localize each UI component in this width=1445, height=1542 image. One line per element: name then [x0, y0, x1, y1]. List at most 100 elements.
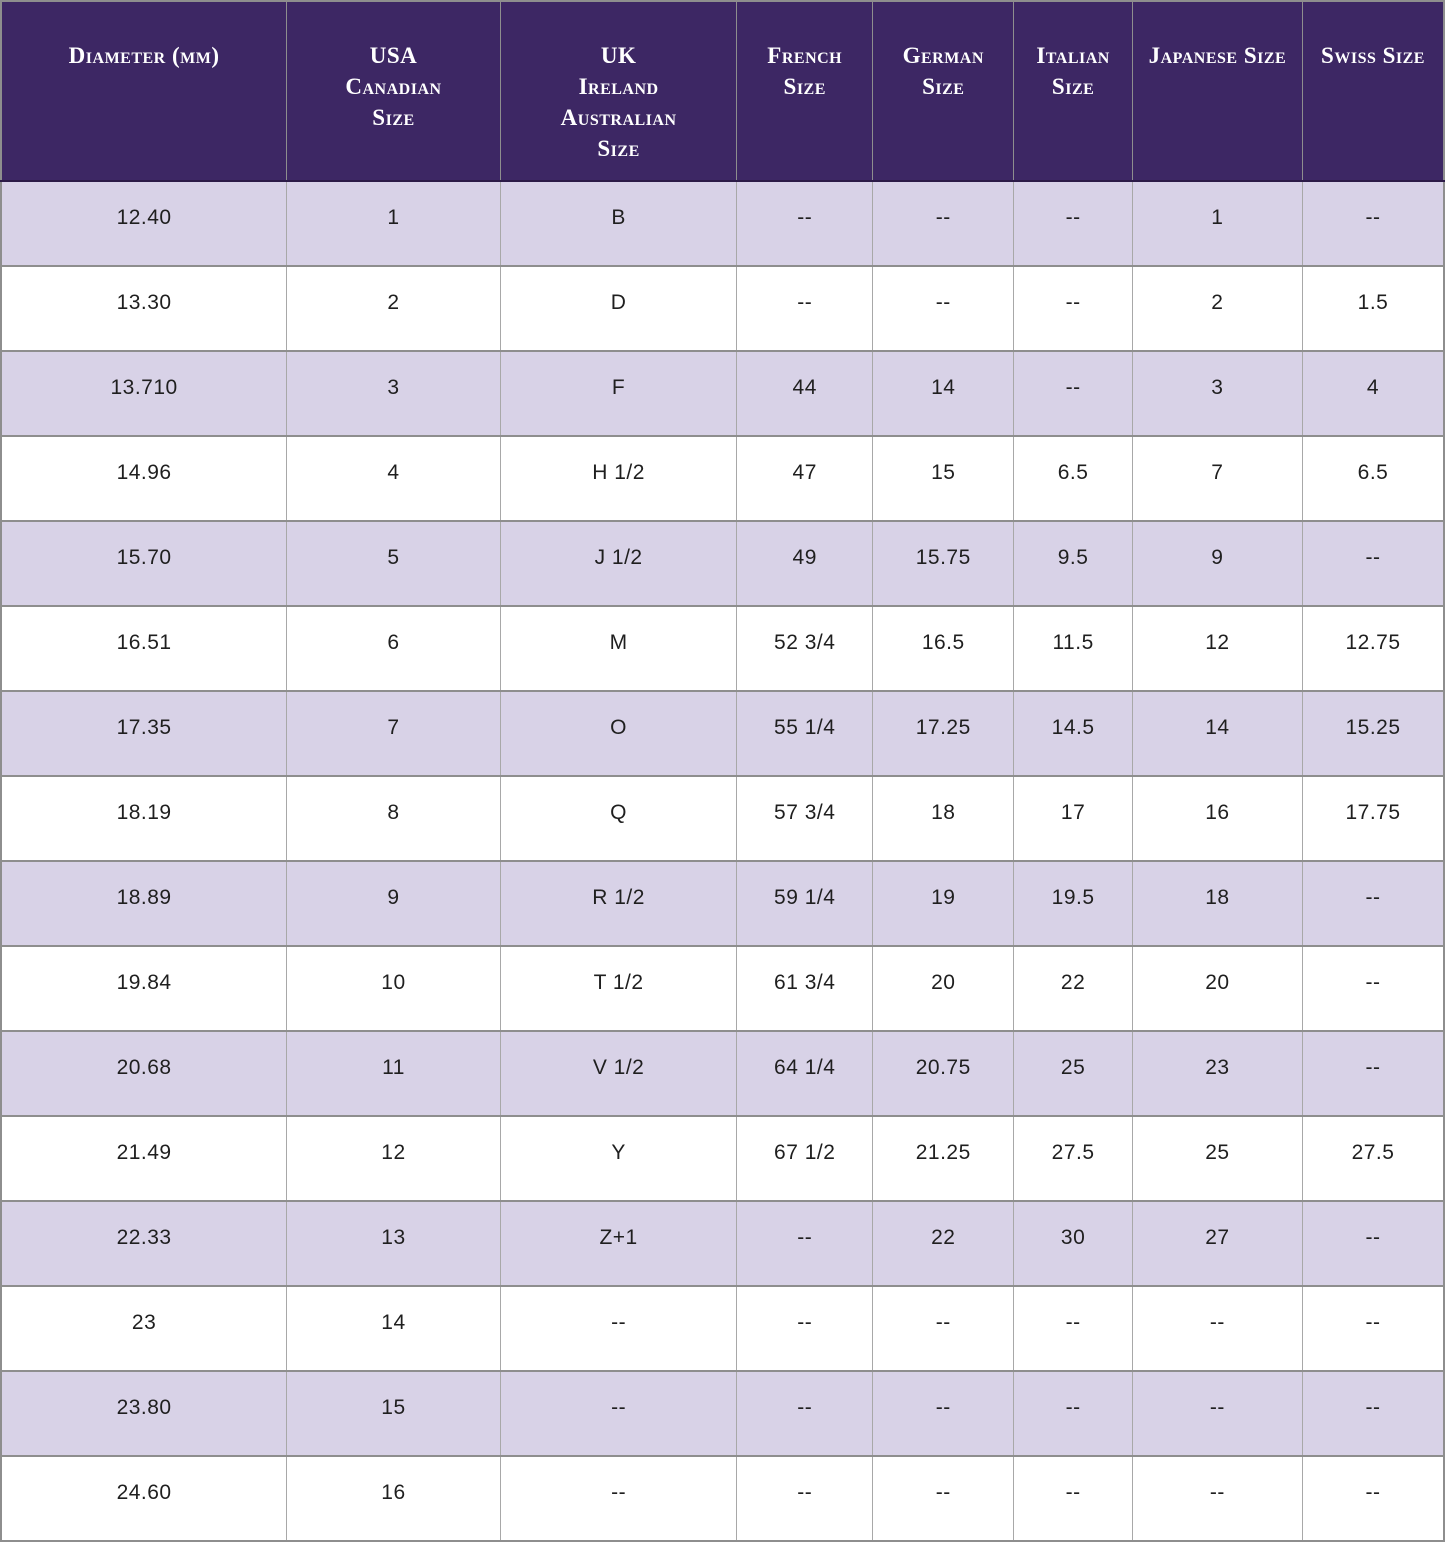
table-row: 19.84 10 T 1/2 61 3/4 20 22 20 --: [0, 945, 1445, 1032]
cell-swiss-size: 1.5: [1302, 265, 1445, 352]
table-row: 16.51 6 M 52 3/4 16.5 11.5 12 12.75: [0, 605, 1445, 692]
cell-german-size: 17.25: [872, 690, 1015, 777]
column-header-uk-ireland-australian-size: UK Ireland Australian Size: [499, 1, 738, 182]
cell-italian-size: 9.5: [1013, 520, 1133, 607]
cell-french-size: 59 1/4: [736, 860, 874, 947]
cell-japanese-size: --: [1131, 1455, 1304, 1542]
cell-german-size: 19: [872, 860, 1015, 947]
cell-italian-size: 25: [1013, 1030, 1133, 1117]
cell-usa-canadian-size: 8: [286, 775, 501, 862]
cell-german-size: --: [872, 180, 1015, 267]
table-row: 23.80 15 -- -- -- -- -- --: [0, 1370, 1445, 1457]
cell-usa-canadian-size: 6: [286, 605, 501, 692]
cell-usa-canadian-size: 2: [286, 265, 501, 352]
column-header-usa-canadian-size: USA Canadian Size: [286, 1, 501, 182]
table-row: 21.49 12 Y 67 1/2 21.25 27.5 25 27.5: [0, 1115, 1445, 1202]
table-row: 20.68 11 V 1/2 64 1/4 20.75 25 23 --: [0, 1030, 1445, 1117]
cell-french-size: 64 1/4: [736, 1030, 874, 1117]
cell-french-size: 44: [736, 350, 874, 437]
cell-japanese-size: 3: [1131, 350, 1304, 437]
cell-german-size: 21.25: [872, 1115, 1015, 1202]
cell-uk-ireland-australian-size: D: [499, 265, 738, 352]
cell-french-size: --: [736, 1285, 874, 1372]
cell-german-size: 20: [872, 945, 1015, 1032]
cell-japanese-size: 12: [1131, 605, 1304, 692]
cell-german-size: 14: [872, 350, 1015, 437]
table-row: 17.35 7 O 55 1/4 17.25 14.5 14 15.25: [0, 690, 1445, 777]
cell-uk-ireland-australian-size: O: [499, 690, 738, 777]
cell-japanese-size: 9: [1131, 520, 1304, 607]
cell-german-size: --: [872, 1285, 1015, 1372]
cell-italian-size: --: [1013, 265, 1133, 352]
cell-uk-ireland-australian-size: R 1/2: [499, 860, 738, 947]
cell-german-size: --: [872, 1370, 1015, 1457]
cell-usa-canadian-size: 15: [286, 1370, 501, 1457]
cell-italian-size: 22: [1013, 945, 1133, 1032]
table-row: 13.710 3 F 44 14 -- 3 4: [0, 350, 1445, 437]
cell-usa-canadian-size: 11: [286, 1030, 501, 1117]
cell-diameter-mm: 12.40: [0, 180, 288, 267]
cell-japanese-size: 16: [1131, 775, 1304, 862]
cell-italian-size: --: [1013, 350, 1133, 437]
cell-french-size: --: [736, 1200, 874, 1287]
cell-usa-canadian-size: 9: [286, 860, 501, 947]
cell-swiss-size: 27.5: [1302, 1115, 1445, 1202]
cell-uk-ireland-australian-size: Q: [499, 775, 738, 862]
table-row: 14.96 4 H 1/2 47 15 6.5 7 6.5: [0, 435, 1445, 522]
cell-japanese-size: --: [1131, 1285, 1304, 1372]
cell-swiss-size: 15.25: [1302, 690, 1445, 777]
cell-uk-ireland-australian-size: J 1/2: [499, 520, 738, 607]
cell-french-size: 57 3/4: [736, 775, 874, 862]
cell-uk-ireland-australian-size: H 1/2: [499, 435, 738, 522]
table-row: 22.33 13 Z+1 -- 22 30 27 --: [0, 1200, 1445, 1287]
cell-usa-canadian-size: 13: [286, 1200, 501, 1287]
cell-diameter-mm: 13.710: [0, 350, 288, 437]
cell-diameter-mm: 22.33: [0, 1200, 288, 1287]
cell-japanese-size: 14: [1131, 690, 1304, 777]
cell-diameter-mm: 23: [0, 1285, 288, 1372]
cell-german-size: 16.5: [872, 605, 1015, 692]
cell-italian-size: 6.5: [1013, 435, 1133, 522]
cell-french-size: 67 1/2: [736, 1115, 874, 1202]
table-row: 18.19 8 Q 57 3/4 18 17 16 17.75: [0, 775, 1445, 862]
cell-german-size: 18: [872, 775, 1015, 862]
cell-french-size: 49: [736, 520, 874, 607]
cell-uk-ireland-australian-size: --: [499, 1370, 738, 1457]
cell-german-size: 15: [872, 435, 1015, 522]
cell-diameter-mm: 13.30: [0, 265, 288, 352]
cell-diameter-mm: 17.35: [0, 690, 288, 777]
cell-italian-size: --: [1013, 180, 1133, 267]
cell-italian-size: 17: [1013, 775, 1133, 862]
cell-usa-canadian-size: 12: [286, 1115, 501, 1202]
cell-swiss-size: --: [1302, 1370, 1445, 1457]
cell-usa-canadian-size: 4: [286, 435, 501, 522]
table-row: 18.89 9 R 1/2 59 1/4 19 19.5 18 --: [0, 860, 1445, 947]
cell-uk-ireland-australian-size: --: [499, 1455, 738, 1542]
cell-diameter-mm: 20.68: [0, 1030, 288, 1117]
cell-swiss-size: --: [1302, 520, 1445, 607]
cell-swiss-size: --: [1302, 180, 1445, 267]
table-row: 24.60 16 -- -- -- -- -- --: [0, 1455, 1445, 1542]
cell-usa-canadian-size: 5: [286, 520, 501, 607]
cell-diameter-mm: 18.19: [0, 775, 288, 862]
column-header-french-size: French Size: [736, 1, 874, 182]
cell-japanese-size: 20: [1131, 945, 1304, 1032]
table-row: 15.70 5 J 1/2 49 15.75 9.5 9 --: [0, 520, 1445, 607]
cell-uk-ireland-australian-size: --: [499, 1285, 738, 1372]
cell-uk-ireland-australian-size: M: [499, 605, 738, 692]
cell-usa-canadian-size: 10: [286, 945, 501, 1032]
cell-swiss-size: 12.75: [1302, 605, 1445, 692]
table-row: 12.40 1 B -- -- -- 1 --: [0, 180, 1445, 267]
cell-italian-size: --: [1013, 1455, 1133, 1542]
cell-italian-size: 30: [1013, 1200, 1133, 1287]
cell-uk-ireland-australian-size: T 1/2: [499, 945, 738, 1032]
cell-diameter-mm: 21.49: [0, 1115, 288, 1202]
cell-diameter-mm: 14.96: [0, 435, 288, 522]
cell-japanese-size: 1: [1131, 180, 1304, 267]
cell-diameter-mm: 19.84: [0, 945, 288, 1032]
cell-french-size: 52 3/4: [736, 605, 874, 692]
cell-japanese-size: 2: [1131, 265, 1304, 352]
table-row: 13.30 2 D -- -- -- 2 1.5: [0, 265, 1445, 352]
cell-japanese-size: 18: [1131, 860, 1304, 947]
